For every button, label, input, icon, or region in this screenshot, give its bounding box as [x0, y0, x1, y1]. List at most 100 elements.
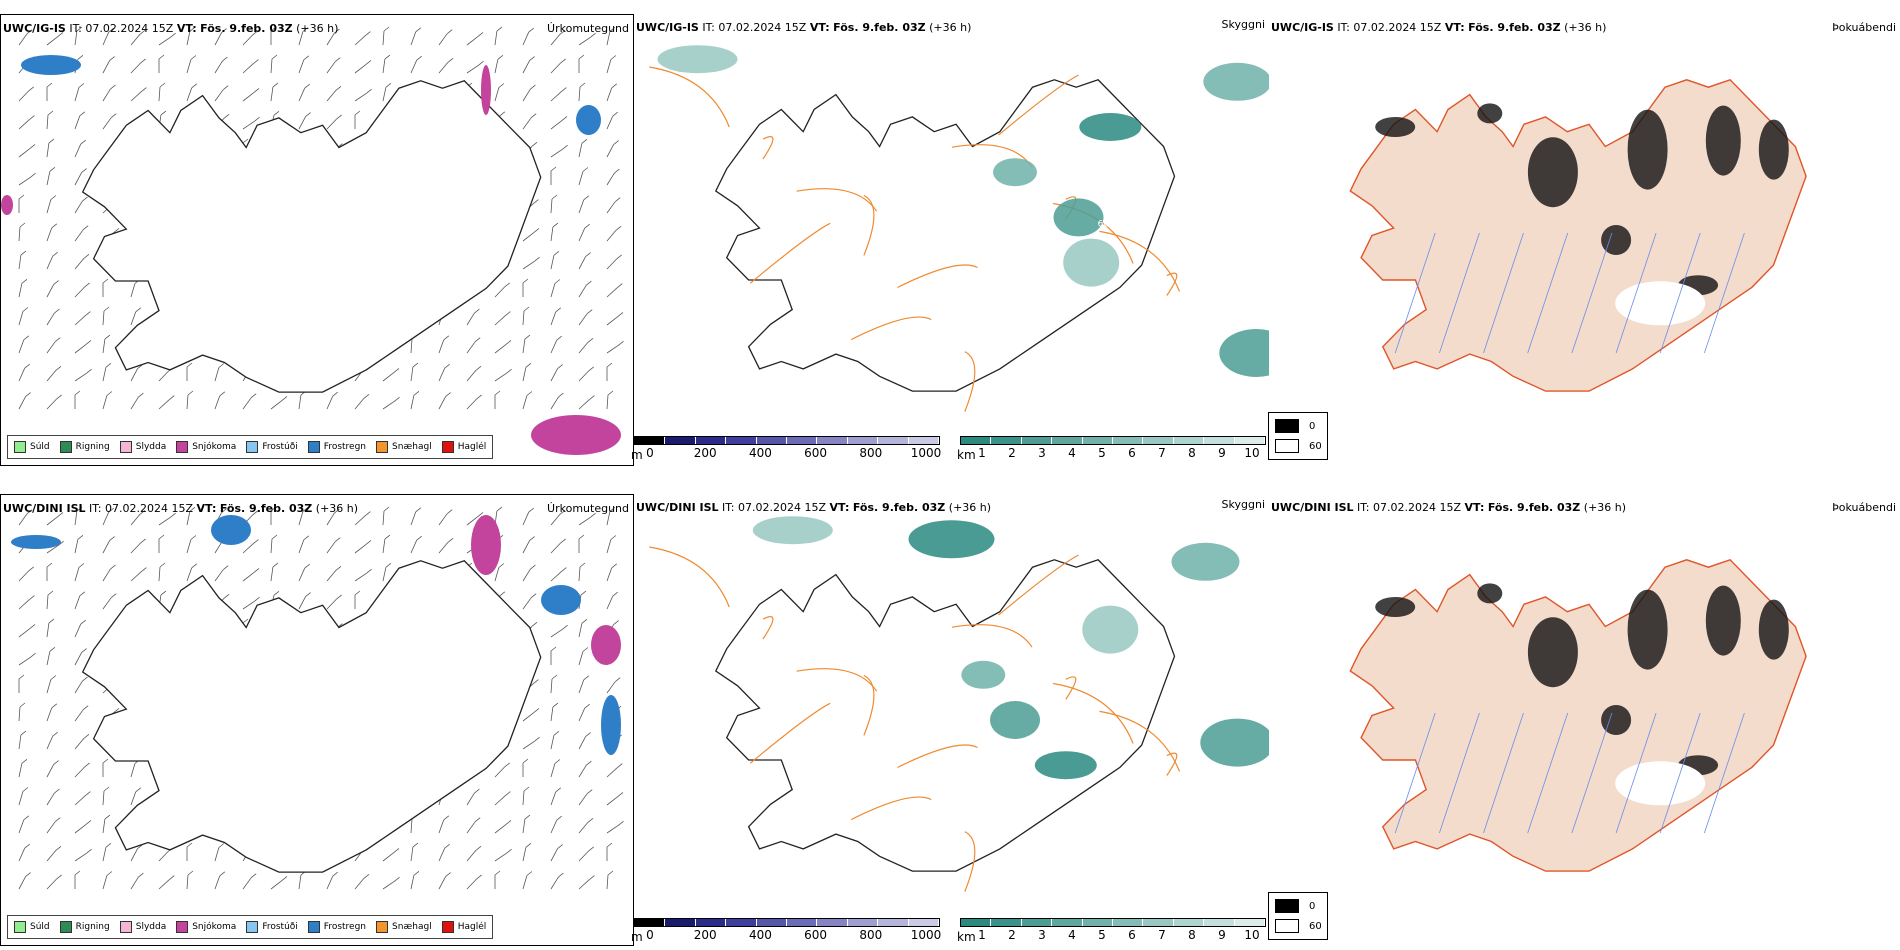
fog-legend-row: 0	[1269, 893, 1327, 913]
colorbar-unit: km	[957, 448, 976, 462]
legend-label: Haglél	[457, 442, 487, 452]
glacier-area	[1615, 761, 1706, 806]
colorbar-unit: m	[631, 930, 643, 944]
legend-label: 60	[1309, 920, 1322, 932]
colorbar-tick-label: 2	[1008, 928, 1016, 942]
visibility-value-label: 334	[996, 645, 1013, 655]
legend-swatch	[1275, 419, 1299, 433]
colorbar-swatch	[1204, 437, 1235, 444]
fog-legend-bottom: 0 60	[1268, 892, 1328, 940]
visibility-colorbar-bottom: km 1 2 3 4 5 6 7 8 9 10	[957, 918, 1266, 946]
low-visibility-area	[1063, 238, 1120, 287]
colorbar-swatch	[991, 919, 1022, 926]
legend-label: Rigning	[75, 922, 110, 932]
precip-legend-item: Snjókoma	[176, 441, 236, 453]
ceiling-colorbar-bottom: m 0 200 400 600 800 1000	[631, 918, 941, 946]
precip-type-label: Úrkomutegund	[547, 502, 629, 515]
colorbar-tick-label: 9	[1218, 446, 1226, 460]
legend-swatch	[376, 441, 389, 453]
fog-legend-row: 0	[1269, 413, 1327, 433]
colorbar-swatch	[1204, 919, 1235, 926]
precip-legend-top: Súld Rigning Slydda Snjókoma Frostúði Frostre…	[7, 435, 494, 459]
colorbar-tick-label: 7	[1158, 446, 1166, 460]
iceland-fog-map-bottom	[1349, 558, 1807, 872]
precip-area	[531, 415, 621, 455]
road-network	[649, 66, 1181, 412]
legend-swatch	[176, 921, 189, 933]
precip-legend-item: Haglél	[441, 921, 487, 933]
panel-title-bottom-visibility: UWC/DINI ISL IT: 07.02.2024 15Z VT: Fös.…	[636, 501, 992, 514]
visibility-value-label: 108	[1066, 170, 1083, 180]
precip-type-label: Úrkomutegund	[547, 22, 629, 35]
colorbar-tick-label: 4	[1068, 446, 1076, 460]
legend-swatch	[1275, 439, 1299, 453]
rivers	[1394, 712, 1745, 834]
visibility-panel-bottom: 828 67 428 38 334 80 UWC/DINI ISL IT: 07.02.2…	[634, 494, 1269, 946]
fog-area	[1705, 105, 1741, 176]
colorbar-unit: m	[631, 448, 643, 462]
visibility-value-label: 38	[1206, 586, 1218, 596]
fog-area	[1627, 109, 1668, 190]
colorbar-swatch	[787, 437, 818, 444]
colorbar-swatch	[1143, 919, 1174, 926]
visibility-value-label: 428	[1079, 699, 1096, 709]
rivers	[1394, 232, 1745, 354]
colorbar-swatch	[1082, 919, 1114, 926]
legend-swatch	[307, 921, 320, 933]
low-visibility-area	[657, 45, 738, 74]
colorbar-swatch	[1173, 919, 1205, 926]
precip-legend-item: Súld	[14, 921, 50, 933]
low-visibility-area	[990, 701, 1040, 739]
legend-swatch	[1275, 919, 1299, 933]
precip-area	[591, 625, 621, 665]
colorbar-swatch	[635, 919, 666, 926]
colorbar-swatch	[1113, 437, 1144, 444]
legend-label: Slydda	[135, 922, 167, 932]
legend-label: 0	[1309, 420, 1316, 432]
legend-label: Rigning	[75, 442, 110, 452]
legend-label: 60	[1309, 440, 1322, 452]
colorbar-swatch	[726, 919, 757, 926]
fog-legend-top: 0 60	[1268, 412, 1328, 460]
colorbar-swatch	[695, 919, 727, 926]
legend-label: Frostúði	[262, 442, 298, 452]
legend-swatch	[59, 441, 72, 453]
colorbar-tick-label: 10	[1244, 446, 1260, 460]
low-visibility-area	[1079, 113, 1142, 141]
colorbar-swatch	[756, 919, 788, 926]
precip-legend-item: Frostregn	[307, 921, 366, 933]
visibility-value-label: 67	[1015, 654, 1026, 664]
low-visibility-area	[1200, 718, 1269, 767]
colorbar-swatch	[847, 919, 879, 926]
legend-label: Súld	[30, 442, 50, 452]
legend-label: Frostúði	[262, 922, 298, 932]
colorbar-unit: km	[957, 930, 976, 944]
precip-area	[471, 515, 501, 575]
colorbar-tick-label: 1	[978, 928, 986, 942]
colorbar-swatch	[961, 919, 992, 926]
fog-panel-bottom: UWC/DINI ISL IT: 07.02.2024 15Z VT: Fös.…	[1269, 494, 1900, 946]
iceland-fog-map-top	[1349, 78, 1807, 392]
colorbar-tick-label: 400	[748, 446, 772, 460]
colorbar-swatch	[1021, 437, 1053, 444]
colorbar-swatch	[1173, 437, 1205, 444]
colorbar-tick-label: 8	[1188, 446, 1196, 460]
precip-type-panel-top: UWC/IG-IS IT: 07.02.2024 15Z VT: Fös. 9.…	[0, 14, 634, 466]
low-visibility-area	[1203, 62, 1269, 101]
ceiling-colorbar-top: m 0 200 400 600 800 1000	[631, 436, 941, 464]
panel-title-top-visibility: UWC/IG-IS IT: 07.02.2024 15Z VT: Fös. 9.…	[636, 21, 972, 34]
visibility-value-label: 828	[964, 650, 981, 660]
iceland-coastline	[81, 80, 542, 393]
legend-label: Haglél	[457, 922, 487, 932]
precip-legend-item: Rigning	[59, 441, 110, 453]
low-visibility-area	[1171, 542, 1240, 581]
precip-area	[211, 515, 251, 545]
colorbar-tick-label: 0	[646, 928, 654, 942]
glacier-area	[1615, 281, 1706, 326]
fog-area	[1627, 589, 1668, 670]
precip-area	[1, 195, 13, 215]
precip-area	[11, 535, 61, 549]
colorbar-swatches	[960, 918, 1266, 927]
fog-area	[1758, 599, 1789, 660]
